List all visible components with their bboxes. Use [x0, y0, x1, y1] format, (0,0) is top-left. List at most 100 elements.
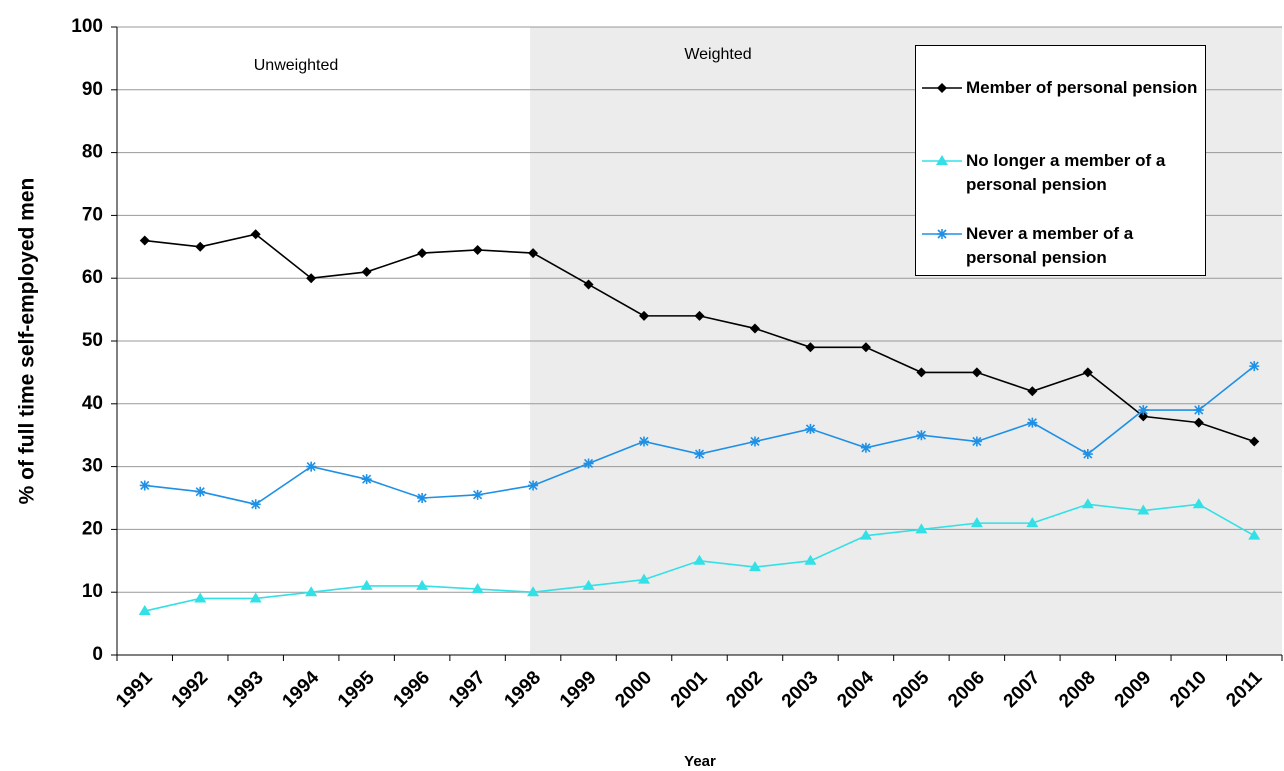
x-tick-label: 2005 — [889, 667, 934, 712]
annotation: Weighted — [684, 46, 751, 63]
marker — [360, 579, 373, 590]
y-tick-label: 50 — [82, 330, 103, 351]
y-axis-title: % of full time self-employed men — [16, 178, 39, 505]
marker — [249, 592, 262, 603]
x-tick-label: 2000 — [611, 667, 656, 712]
marker — [1137, 504, 1150, 515]
marker — [417, 248, 428, 259]
marker — [1082, 367, 1093, 378]
x-tick-label: 2011 — [1222, 667, 1266, 711]
y-tick-label: 80 — [82, 142, 103, 163]
annotation: Unweighted — [254, 57, 339, 74]
marker — [749, 323, 760, 334]
y-tick-label: 100 — [71, 16, 103, 37]
marker — [1027, 417, 1038, 428]
y-tick-label: 10 — [82, 581, 103, 602]
marker — [138, 605, 151, 616]
x-tick-label: 2001 — [667, 667, 712, 712]
legend-swatch — [922, 229, 962, 239]
marker — [860, 342, 871, 353]
legend-marker — [936, 155, 948, 165]
marker — [859, 529, 872, 540]
y-tick-label: 90 — [82, 79, 103, 100]
x-tick-label: 1998 — [500, 667, 545, 712]
marker — [472, 244, 483, 255]
marker — [416, 579, 429, 590]
marker — [805, 342, 816, 353]
marker — [417, 493, 428, 503]
x-tick-label: 1992 — [168, 667, 213, 712]
marker — [694, 449, 705, 460]
legend-swatch — [922, 83, 962, 93]
marker — [361, 474, 372, 485]
marker — [970, 517, 983, 528]
marker — [1249, 361, 1260, 372]
x-tick-label: 2008 — [1055, 667, 1100, 712]
legend-swatch — [922, 155, 962, 165]
x-tick-label: 1996 — [389, 667, 434, 712]
x-tick-label: 1993 — [223, 667, 268, 712]
x-tick-label: 2002 — [722, 667, 767, 712]
marker — [471, 583, 484, 594]
marker — [1027, 386, 1038, 397]
x-axis-title: Year — [684, 753, 716, 770]
x-tick-label: 1997 — [445, 667, 490, 712]
marker — [971, 436, 982, 447]
marker — [971, 367, 982, 378]
marker — [527, 586, 540, 597]
marker — [1138, 411, 1149, 422]
marker — [1249, 436, 1260, 447]
marker — [639, 310, 650, 321]
x-tick-label: 2009 — [1111, 667, 1156, 712]
marker — [472, 489, 483, 500]
marker — [694, 310, 705, 321]
marker — [1081, 498, 1094, 509]
marker — [361, 266, 372, 277]
marker — [195, 241, 206, 252]
marker — [1026, 517, 1039, 528]
marker — [1082, 449, 1093, 460]
legend-label: Member of personal pension — [966, 78, 1198, 97]
marker — [1138, 405, 1149, 416]
legend-marker — [937, 229, 947, 239]
y-tick-label: 60 — [82, 267, 103, 288]
legend-marker — [937, 83, 947, 93]
legend-label: No longer a member of a personal pension — [966, 151, 1166, 194]
marker — [916, 430, 927, 441]
marker — [805, 423, 816, 434]
marker — [693, 554, 706, 565]
marker — [915, 523, 928, 534]
marker — [582, 579, 595, 590]
marker — [639, 436, 650, 447]
y-tick-label: 40 — [82, 393, 103, 414]
marker — [250, 499, 261, 510]
marker — [528, 248, 539, 259]
marker — [139, 480, 150, 491]
x-tick-label: 2006 — [944, 667, 989, 712]
marker — [195, 486, 206, 497]
marker — [1192, 498, 1205, 509]
x-tick-label: 1994 — [279, 667, 324, 712]
x-tick-label: 2007 — [1000, 667, 1045, 712]
y-tick-label: 20 — [82, 518, 103, 539]
x-tick-label: 2010 — [1166, 667, 1211, 712]
marker — [583, 458, 594, 469]
marker — [305, 586, 318, 597]
marker — [1193, 417, 1204, 428]
y-tick-label: 0 — [92, 644, 103, 665]
y-tick-label: 70 — [82, 204, 103, 225]
y-tick-label: 30 — [82, 456, 103, 477]
x-tick-label: 2003 — [778, 667, 823, 712]
marker — [638, 573, 651, 584]
x-tick-label: 2004 — [833, 667, 878, 712]
marker — [194, 592, 207, 603]
marker — [583, 279, 594, 290]
x-tick-label: 1999 — [556, 667, 601, 712]
x-tick-label: 1995 — [334, 667, 379, 712]
x-tick-label: 1991 — [112, 667, 157, 712]
marker — [804, 554, 817, 565]
marker — [749, 436, 760, 447]
marker — [1248, 529, 1261, 540]
legend: Member of personal pension No longer a me… — [915, 45, 1206, 276]
